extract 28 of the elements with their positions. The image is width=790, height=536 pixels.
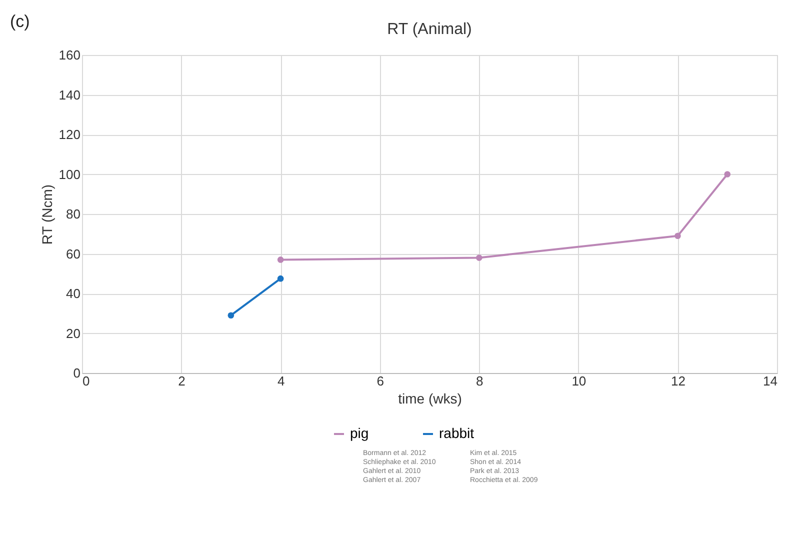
point — [674, 232, 681, 240]
x-tick-label: 12 — [670, 374, 686, 388]
point — [277, 275, 284, 282]
point — [277, 256, 284, 263]
y-tick-label: 120 — [58, 127, 80, 142]
y-tick-label: 60 — [66, 246, 80, 262]
point — [724, 171, 731, 178]
x-tick-label: 8 — [476, 374, 484, 388]
x-tick-label: 0 — [82, 374, 90, 388]
y-tick-label: 140 — [58, 87, 80, 102]
y-tick-label: 80 — [66, 206, 80, 222]
y-tick-label: 40 — [66, 286, 80, 301]
chart-title: RT (Animal) — [387, 21, 472, 38]
x-tick-label: 6 — [376, 374, 384, 388]
point — [228, 312, 234, 319]
x-tick-label: 14 — [763, 374, 778, 388]
x-tick-label: 10 — [572, 374, 586, 388]
x-tick-label: 4 — [277, 374, 285, 388]
x-tick-label: 2 — [178, 374, 186, 388]
text: (c) — [10, 12, 30, 31]
x-axis-title: time (wks) — [398, 390, 462, 406]
y-tick-label: 160 — [58, 48, 80, 62]
legend-label: rabbit — [439, 425, 474, 441]
y-axis-title: RT (Ncm) — [38, 184, 55, 245]
legend-label: pig — [350, 425, 369, 441]
y-tick-label: 20 — [66, 326, 80, 341]
point — [476, 254, 482, 261]
y-tick-label: 100 — [58, 166, 80, 182]
